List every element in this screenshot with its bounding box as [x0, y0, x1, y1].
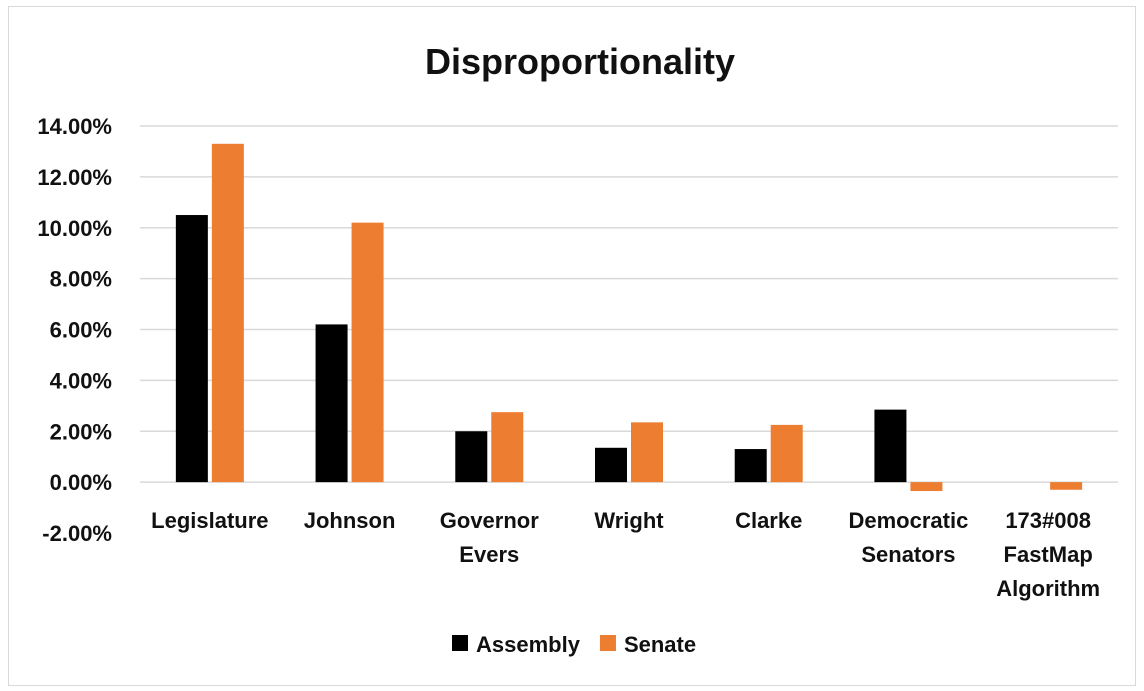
bars — [175, 143, 1083, 492]
x-category-label: Wright — [594, 508, 664, 533]
bar-assembly-4 — [734, 449, 767, 483]
x-axis-labels: Legislature Johnson Governor Evers Wright Cla… — [151, 508, 1100, 601]
gridlines — [140, 125, 1118, 483]
x-category-label: Clarke — [735, 508, 802, 533]
bar-senate-1 — [351, 222, 384, 483]
bar-senate-5 — [910, 482, 943, 492]
x-category-label: 173#008 FastMap Algorithm — [996, 508, 1100, 601]
bar-assembly-5 — [874, 409, 907, 483]
bar-assembly-2 — [455, 431, 488, 483]
bar-senate-3 — [631, 422, 663, 483]
y-axis-ticks: 14.00% 12.00% 10.00% 8.00% 6.00% 4.00% 2.00% 0.… — [37, 114, 112, 546]
bar-senate-6 — [1050, 482, 1083, 490]
y-tick-label: 4.00% — [50, 368, 112, 393]
y-tick-label: 8.00% — [50, 267, 112, 292]
bar-assembly-3 — [595, 447, 627, 483]
y-tick-label: 2.00% — [50, 419, 112, 444]
bar-senate-0 — [211, 143, 244, 483]
legend-label-assembly: Assembly — [476, 632, 581, 657]
y-tick-label: 0.00% — [50, 470, 112, 495]
legend: Assembly Senate — [452, 632, 696, 657]
y-tick-label: 12.00% — [37, 165, 112, 190]
legend-swatch-assembly — [452, 635, 468, 651]
bar-assembly-0 — [175, 215, 208, 483]
bar-senate-2 — [491, 412, 524, 483]
bar-assembly-1 — [315, 324, 348, 483]
y-tick-label: 6.00% — [50, 318, 112, 343]
x-category-label: Governor Evers — [440, 508, 539, 567]
legend-label-senate: Senate — [624, 632, 696, 657]
x-category-label: Johnson — [304, 508, 396, 533]
x-category-label: Democratic Senators — [849, 508, 969, 567]
x-category-label: Legislature — [151, 508, 268, 533]
y-tick-label: 10.00% — [37, 216, 112, 241]
y-tick-label: -2.00% — [42, 521, 112, 546]
y-tick-label: 14.00% — [37, 114, 112, 139]
legend-swatch-senate — [599, 635, 616, 651]
bar-senate-4 — [770, 424, 803, 483]
chart-title: Disproportionality — [425, 41, 735, 82]
